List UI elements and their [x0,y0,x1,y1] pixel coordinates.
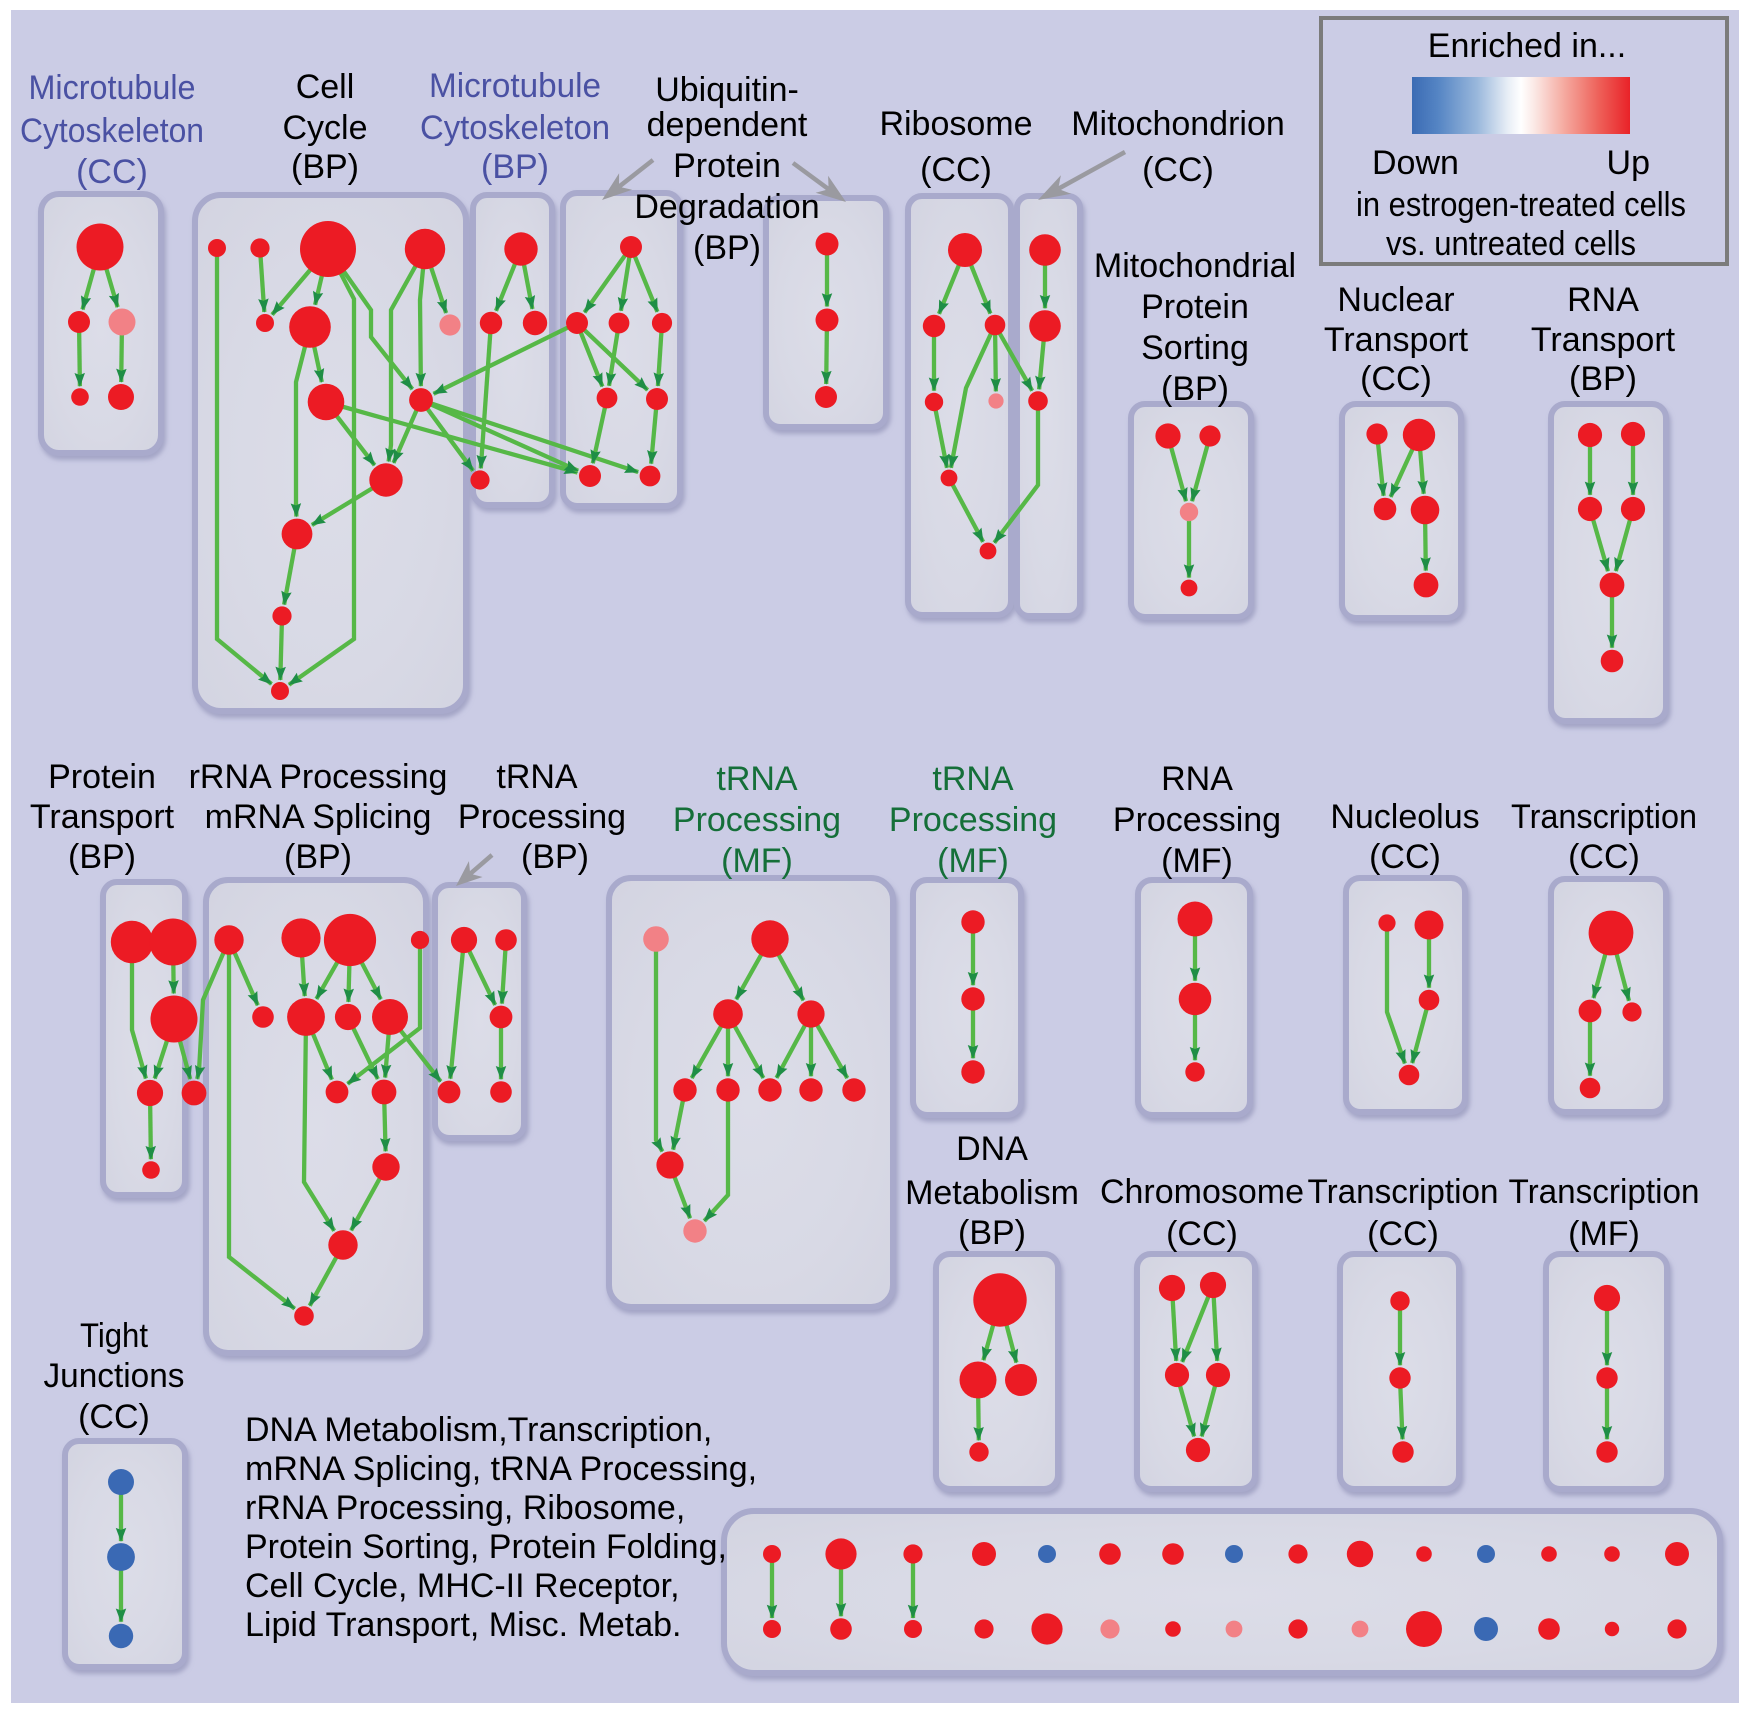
svg-text:(CC): (CC) [1166,1215,1238,1253]
svg-text:(CC): (CC) [1360,360,1432,398]
svg-text:(MF): (MF) [937,842,1009,880]
svg-text:Enriched in...: Enriched in... [1428,27,1626,65]
svg-text:(BP): (BP) [1161,370,1229,408]
svg-text:Transport: Transport [1531,321,1676,359]
svg-text:Cytoskeleton: Cytoskeleton [420,109,610,147]
svg-text:Down: Down [1372,144,1459,182]
svg-text:Protein: Protein [673,147,781,185]
svg-text:vs. untreated cells: vs. untreated cells [1386,225,1636,263]
svg-text:Protein: Protein [1141,288,1249,326]
svg-text:(CC): (CC) [76,153,148,191]
svg-text:(BP): (BP) [693,229,761,267]
svg-text:Ubiquitin-: Ubiquitin- [655,71,799,109]
svg-text:DNA Metabolism,Transcription,: DNA Metabolism,Transcription, [245,1411,712,1449]
svg-text:Microtubule: Microtubule [429,67,601,105]
svg-text:Chromosome: Chromosome [1100,1173,1304,1211]
svg-text:Tight: Tight [80,1317,149,1355]
svg-text:Junctions: Junctions [44,1357,185,1395]
svg-text:(CC): (CC) [1142,151,1214,189]
svg-text:rRNA Processing: rRNA Processing [189,758,448,796]
svg-text:(BP): (BP) [958,1214,1026,1252]
svg-text:(BP): (BP) [481,148,549,186]
svg-text:RNA: RNA [1567,281,1639,319]
svg-text:Transport: Transport [1324,321,1469,359]
svg-text:tRNA: tRNA [496,758,578,796]
svg-text:(CC): (CC) [1369,838,1441,876]
svg-text:(CC): (CC) [78,1398,150,1436]
svg-text:(MF): (MF) [721,842,793,880]
svg-text:Mitochondrial: Mitochondrial [1094,247,1296,285]
svg-text:tRNA: tRNA [716,760,798,798]
svg-text:(BP): (BP) [521,838,589,876]
svg-text:(BP): (BP) [284,838,352,876]
svg-text:in estrogen-treated cells: in estrogen-treated cells [1356,186,1686,224]
svg-text:Cytoskeleton: Cytoskeleton [20,112,204,150]
svg-text:RNA: RNA [1161,760,1233,798]
svg-text:Transcription: Transcription [1511,798,1697,836]
svg-text:Processing: Processing [1113,801,1281,839]
svg-text:Metabolism: Metabolism [905,1174,1079,1212]
svg-text:mRNA Splicing: mRNA Splicing [205,798,432,836]
svg-text:Processing: Processing [458,798,626,836]
svg-text:Transcription: Transcription [1308,1173,1499,1211]
svg-text:(CC): (CC) [920,151,992,189]
svg-text:Microtubule: Microtubule [29,69,196,107]
svg-text:(MF): (MF) [1568,1215,1640,1253]
svg-text:(CC): (CC) [1367,1215,1439,1253]
svg-text:Mitochondrion: Mitochondrion [1071,105,1285,143]
svg-text:Transcription: Transcription [1509,1173,1700,1211]
svg-text:Processing: Processing [889,801,1057,839]
svg-text:Ribosome: Ribosome [879,105,1032,143]
svg-text:(BP): (BP) [68,838,136,876]
svg-text:(BP): (BP) [1569,360,1637,398]
svg-text:Protein: Protein [48,758,156,796]
svg-text:Protein Sorting, Protein Foldi: Protein Sorting, Protein Folding, [245,1528,727,1566]
svg-text:Nuclear: Nuclear [1337,281,1454,319]
svg-text:Processing: Processing [673,801,841,839]
svg-text:mRNA Splicing, tRNA Processing: mRNA Splicing, tRNA Processing, [245,1450,757,1488]
svg-text:Sorting: Sorting [1141,329,1249,367]
svg-text:(MF): (MF) [1161,842,1233,880]
svg-text:Nucleolus: Nucleolus [1330,798,1479,836]
svg-text:rRNA Processing, Ribosome,: rRNA Processing, Ribosome, [245,1489,685,1527]
svg-text:DNA: DNA [956,1130,1028,1168]
svg-text:Lipid Transport, Misc. Metab.: Lipid Transport, Misc. Metab. [245,1606,682,1644]
svg-text:(CC): (CC) [1568,838,1640,876]
svg-text:(BP): (BP) [291,148,359,186]
svg-text:Transport: Transport [30,798,175,836]
svg-text:Degradation: Degradation [634,188,819,226]
svg-text:dependent: dependent [647,106,808,144]
svg-text:Up: Up [1607,144,1650,182]
svg-text:Cycle: Cycle [282,109,367,147]
svg-text:Cell Cycle, MHC-II Receptor,: Cell Cycle, MHC-II Receptor, [245,1567,680,1605]
svg-text:Cell: Cell [296,68,355,106]
svg-text:tRNA: tRNA [932,760,1014,798]
